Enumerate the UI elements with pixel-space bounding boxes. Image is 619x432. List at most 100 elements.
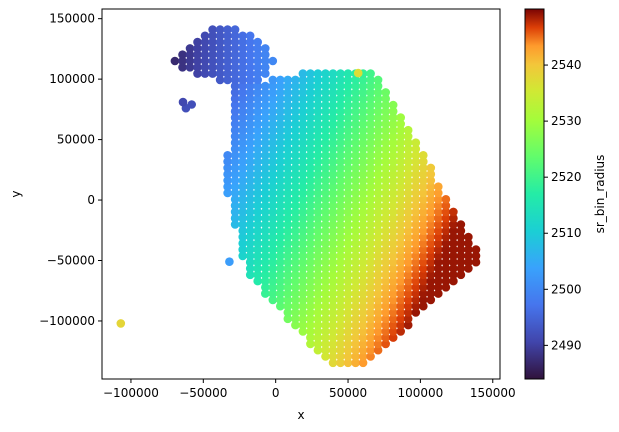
data-point [291, 188, 300, 198]
data-point [434, 251, 443, 261]
data-point [253, 69, 262, 78]
data-point [276, 81, 285, 91]
data-point [306, 276, 315, 286]
data-point [388, 283, 398, 292]
data-point [253, 270, 262, 280]
data-point [358, 125, 368, 135]
data-point [343, 195, 353, 204]
data-point [283, 113, 293, 122]
data-point [343, 75, 353, 85]
data-point [373, 132, 383, 141]
data-point [321, 207, 330, 217]
data-point [434, 220, 443, 229]
data-point [358, 276, 368, 286]
data-point [291, 169, 300, 179]
data-point [291, 100, 300, 110]
data-point [306, 289, 315, 298]
data-point [343, 295, 353, 305]
data-point [343, 182, 353, 191]
data-point [358, 270, 368, 280]
data-point [343, 107, 353, 116]
data-point [313, 125, 323, 135]
data-point [276, 176, 285, 185]
data-point [328, 245, 338, 254]
data-point [358, 345, 368, 355]
data-point [403, 207, 413, 217]
data-point [351, 308, 360, 317]
data-point [373, 308, 383, 317]
data-point [441, 201, 451, 210]
data-point [366, 226, 375, 236]
data-point [313, 201, 323, 210]
data-point [298, 195, 308, 204]
data-point [268, 295, 278, 305]
data-point [351, 94, 360, 103]
data-point [321, 176, 330, 185]
data-point [238, 182, 247, 191]
data-point [388, 327, 398, 336]
data-point [223, 25, 232, 34]
data-point [343, 151, 353, 160]
data-point [403, 195, 413, 204]
data-point [298, 169, 308, 179]
data-point [343, 314, 353, 324]
data-point [358, 226, 368, 236]
data-point [268, 132, 278, 141]
data-point [396, 151, 406, 160]
data-point [230, 31, 240, 41]
data-point [215, 37, 225, 47]
data-point [276, 283, 285, 292]
data-point [358, 245, 368, 254]
data-point [351, 125, 360, 135]
data-point [343, 270, 353, 280]
data-point [336, 151, 345, 160]
data-point [253, 264, 262, 273]
data-point [351, 157, 360, 166]
data-point [351, 239, 360, 248]
data-point [336, 245, 345, 254]
data-point [351, 264, 360, 273]
data-point [313, 333, 323, 342]
data-point [276, 220, 285, 229]
data-point [283, 163, 293, 173]
data-point [245, 151, 255, 160]
data-point [321, 232, 330, 242]
data-point [321, 119, 330, 129]
data-point [336, 125, 345, 135]
data-point [388, 113, 398, 122]
data-point [283, 289, 293, 298]
data-point [306, 144, 315, 154]
data-point [426, 163, 436, 173]
data-point [419, 289, 428, 298]
data-point [253, 138, 262, 147]
data-point [291, 251, 300, 261]
data-point [245, 188, 255, 198]
data-point [268, 257, 278, 267]
data-point [426, 239, 436, 248]
data-point [230, 75, 240, 85]
data-point [381, 163, 391, 173]
data-point [358, 251, 368, 261]
data-point [388, 100, 398, 110]
data-point [419, 283, 428, 292]
data-point [283, 157, 293, 166]
data-point [366, 100, 375, 110]
data-point [328, 69, 338, 78]
data-point [373, 207, 383, 217]
data-point [291, 257, 300, 267]
data-point [373, 270, 383, 280]
data-point [238, 226, 247, 236]
data-point [298, 125, 308, 135]
data-point [411, 295, 421, 305]
data-point [403, 169, 413, 179]
data-point [381, 88, 391, 97]
data-point [434, 276, 443, 286]
data-point [268, 182, 278, 191]
data-point [351, 270, 360, 280]
data-point [298, 251, 308, 261]
data-point [283, 251, 293, 261]
data-point [328, 358, 338, 368]
data-point [283, 75, 293, 85]
data-point [426, 207, 436, 217]
data-point [426, 213, 436, 223]
